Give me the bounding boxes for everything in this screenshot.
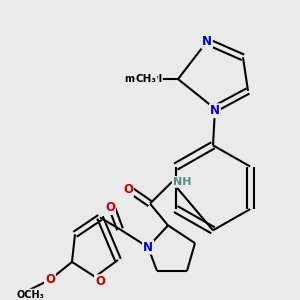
Text: N: N — [202, 35, 212, 48]
Text: O: O — [95, 275, 105, 288]
Text: N: N — [143, 241, 153, 254]
Text: methoxy: methoxy — [0, 299, 1, 300]
Text: methyl: methyl — [124, 74, 162, 84]
Text: N: N — [210, 104, 220, 117]
Text: NH: NH — [173, 177, 191, 187]
Text: methyl: methyl — [0, 299, 1, 300]
Text: CH₃: CH₃ — [136, 74, 157, 84]
Text: O: O — [45, 273, 55, 286]
Text: OCH₃: OCH₃ — [16, 290, 44, 300]
Text: O: O — [123, 183, 133, 196]
Text: O: O — [105, 201, 115, 214]
